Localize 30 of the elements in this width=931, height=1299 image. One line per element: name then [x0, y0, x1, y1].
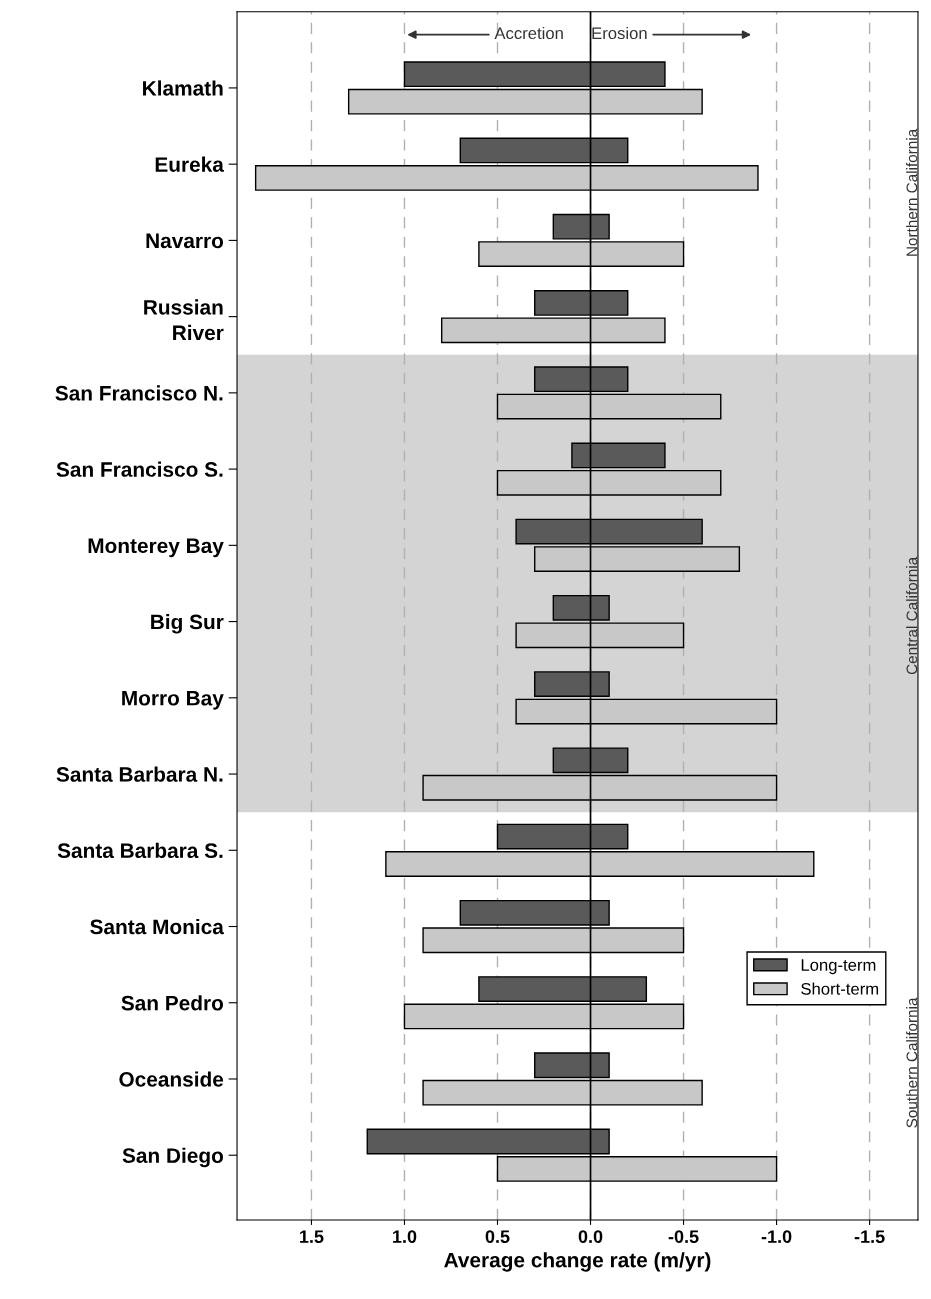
x-tick-label: -0.5	[668, 1230, 699, 1244]
x-tick-label: 1.0	[393, 1230, 417, 1244]
x-tick-label: 1.5	[300, 1230, 324, 1244]
y-tick-label: Oceanside	[119, 1071, 224, 1087]
y-tick-label: Eureka	[155, 156, 224, 172]
y-tick-label: San Diego	[122, 1147, 224, 1168]
y-tick-label: Santa Barbara N.	[56, 766, 223, 782]
y-tick-label: Big Sur	[151, 614, 224, 634]
x-axis-title: Average change rate (m/yr)	[444, 1252, 711, 1272]
y-tick-label: San Francisco N.	[55, 385, 223, 401]
y-tick-label: Navarro	[146, 233, 224, 249]
x-tick-label: 0.5	[485, 1230, 510, 1244]
y-tick-label: Monterey Bay	[88, 538, 224, 558]
y-tick-label: Morro Bay	[122, 691, 224, 710]
y-tick-label: San Francisco S.	[56, 461, 223, 477]
x-tick-label: -1.5	[854, 1230, 885, 1244]
legend-label: Short-term	[801, 982, 879, 995]
y-tick-label: San Pedro	[121, 995, 224, 1011]
annotation: Erosion	[592, 26, 647, 40]
y-tick-label: Russian River	[144, 299, 224, 341]
x-tick-label: 0.0	[578, 1230, 603, 1244]
y-tick-label: Klamath	[143, 80, 223, 96]
annotation: Northern California	[906, 128, 918, 256]
annotation: Southern California	[906, 997, 918, 1128]
annotation: Accretion	[494, 26, 563, 40]
x-tick-label: -1.0	[761, 1230, 792, 1244]
y-tick-label: Santa Barbara S.	[57, 842, 223, 859]
y-tick-label: Santa Monica	[90, 918, 224, 935]
legend-label: Long-term	[801, 959, 876, 975]
annotation: Central California	[906, 556, 918, 675]
